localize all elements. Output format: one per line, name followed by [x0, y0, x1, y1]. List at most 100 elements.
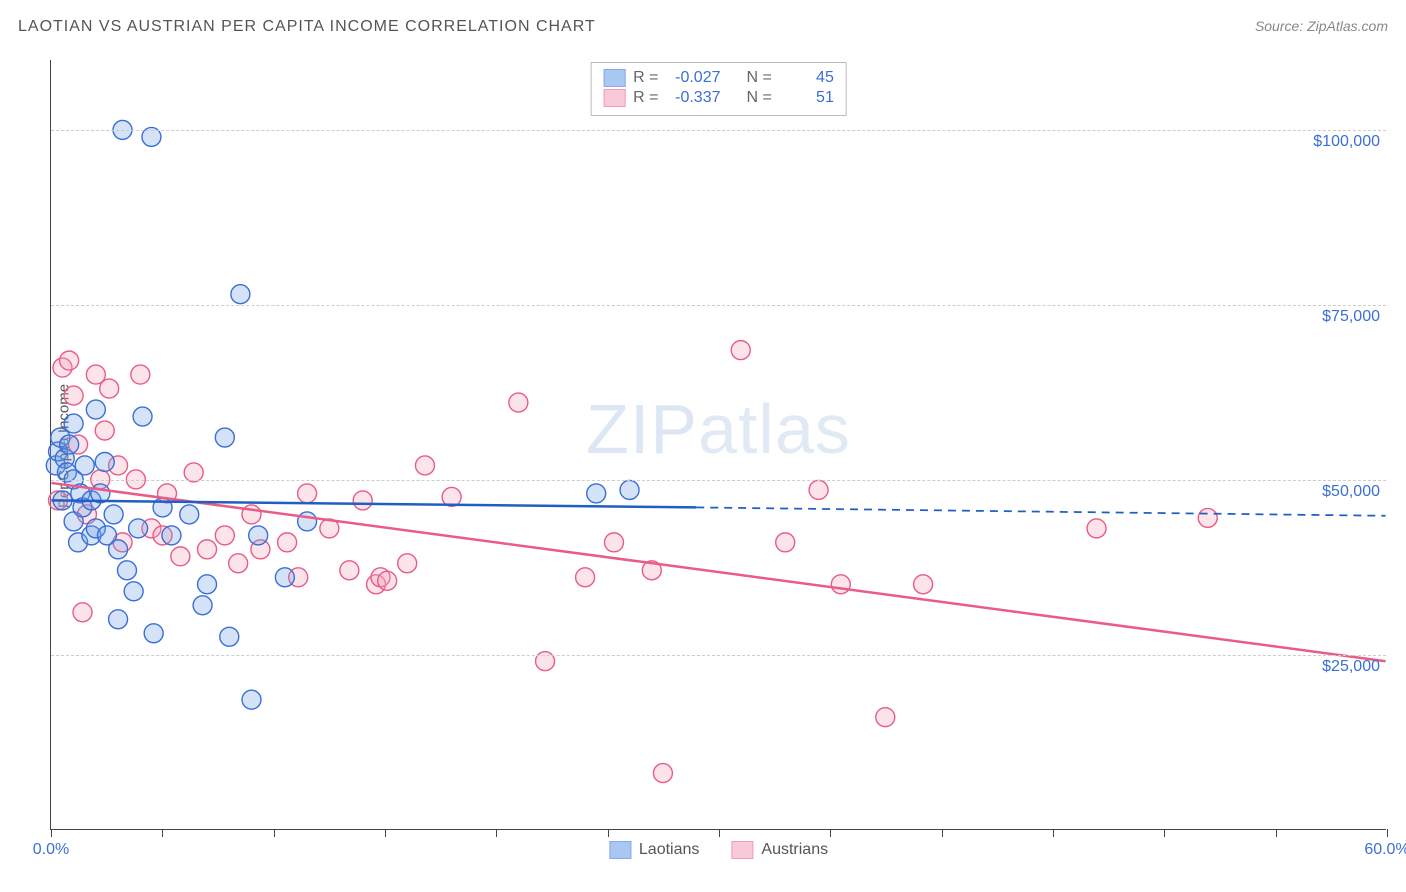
laotians-trendline-dashed: [696, 507, 1385, 515]
legend-row-laotians: R = -0.027 N = 45: [603, 69, 834, 87]
laotians-point: [198, 575, 217, 594]
laotians-point: [162, 526, 181, 545]
x-tick-label: 60.0%: [1364, 841, 1406, 859]
austrians-point: [831, 575, 850, 594]
austrians-point: [604, 533, 623, 552]
austrians-point: [215, 526, 234, 545]
laotians-point: [109, 610, 128, 629]
laotians-point: [133, 407, 152, 426]
austrians-point: [198, 540, 217, 559]
source-attribution: Source: ZipAtlas.com: [1255, 18, 1388, 34]
r-value: -0.027: [667, 69, 721, 87]
laotians-point: [144, 624, 163, 643]
austrians-point: [95, 421, 114, 440]
laotians-point: [109, 540, 128, 559]
n-value: 45: [780, 69, 834, 87]
laotians-point: [298, 512, 317, 531]
x-tick: [1164, 829, 1165, 837]
austrians-point: [1198, 508, 1217, 527]
laotians-point: [117, 561, 136, 580]
gridline: [51, 305, 1386, 306]
r-label: R =: [633, 89, 658, 107]
x-tick: [942, 829, 943, 837]
laotians-point: [215, 428, 234, 447]
series-legend: Laotians Austrians: [609, 841, 828, 859]
legend-label: Laotians: [639, 841, 700, 859]
scatter-svg: [51, 60, 1386, 829]
laotians-point: [95, 452, 114, 471]
x-tick: [719, 829, 720, 837]
plot-area: ZIPatlas R = -0.027 N = 45 R = -0.337 N …: [50, 60, 1386, 830]
y-tick-label: $100,000: [1313, 133, 1380, 151]
austrians-point: [415, 456, 434, 475]
austrians-point: [278, 533, 297, 552]
swatch-austrians-icon: [603, 89, 625, 107]
laotians-point: [75, 456, 94, 475]
laotians-point: [60, 435, 79, 454]
austrians-point: [731, 341, 750, 360]
austrians-point: [353, 491, 372, 510]
austrians-point: [229, 554, 248, 573]
austrians-point: [809, 480, 828, 499]
laotians-point: [231, 285, 250, 304]
x-tick: [496, 829, 497, 837]
austrians-point: [1087, 519, 1106, 538]
austrians-point: [171, 547, 190, 566]
swatch-laotians-icon: [609, 841, 631, 859]
chart-container: LAOTIAN VS AUSTRIAN PER CAPITA INCOME CO…: [0, 0, 1406, 892]
laotians-point: [86, 400, 105, 419]
laotians-point: [129, 519, 148, 538]
austrians-point: [776, 533, 795, 552]
x-tick: [162, 829, 163, 837]
swatch-austrians-icon: [731, 841, 753, 859]
austrians-point: [398, 554, 417, 573]
austrians-point: [876, 708, 895, 727]
legend-row-austrians: R = -0.337 N = 51: [603, 89, 834, 107]
x-tick: [830, 829, 831, 837]
laotians-point: [220, 627, 239, 646]
laotians-point: [64, 414, 83, 433]
gridline: [51, 480, 1386, 481]
austrians-point: [73, 603, 92, 622]
austrians-point: [60, 351, 79, 370]
laotians-point: [587, 484, 606, 503]
laotians-point: [620, 480, 639, 499]
austrians-point: [100, 379, 119, 398]
r-value: -0.337: [667, 89, 721, 107]
gridline: [51, 130, 1386, 131]
austrians-point: [576, 568, 595, 587]
x-tick: [1276, 829, 1277, 837]
austrians-point: [509, 393, 528, 412]
austrians-point: [298, 484, 317, 503]
austrians-point: [131, 365, 150, 384]
laotians-point: [124, 582, 143, 601]
laotians-point: [180, 505, 199, 524]
y-tick-label: $75,000: [1322, 308, 1380, 326]
austrians-trendline: [51, 483, 1385, 661]
legend-label: Austrians: [761, 841, 828, 859]
laotians-point: [275, 568, 294, 587]
y-tick-label: $50,000: [1322, 483, 1380, 501]
x-tick-label: 0.0%: [33, 841, 69, 859]
laotians-point: [104, 505, 123, 524]
correlation-legend: R = -0.027 N = 45 R = -0.337 N = 51: [590, 62, 847, 116]
laotians-point: [242, 690, 261, 709]
laotians-point: [193, 596, 212, 615]
chart-title: LAOTIAN VS AUSTRIAN PER CAPITA INCOME CO…: [18, 18, 596, 36]
austrians-point: [653, 764, 672, 783]
gridline: [51, 655, 1386, 656]
n-label: N =: [747, 89, 772, 107]
legend-item-austrians: Austrians: [731, 841, 828, 859]
legend-item-laotians: Laotians: [609, 841, 700, 859]
austrians-point: [914, 575, 933, 594]
austrians-point: [378, 571, 397, 590]
x-tick: [608, 829, 609, 837]
x-tick: [274, 829, 275, 837]
x-tick: [51, 829, 52, 837]
austrians-point: [340, 561, 359, 580]
x-tick: [1387, 829, 1388, 837]
n-value: 51: [780, 89, 834, 107]
austrians-point: [64, 386, 83, 405]
x-tick: [385, 829, 386, 837]
y-tick-label: $25,000: [1322, 658, 1380, 676]
